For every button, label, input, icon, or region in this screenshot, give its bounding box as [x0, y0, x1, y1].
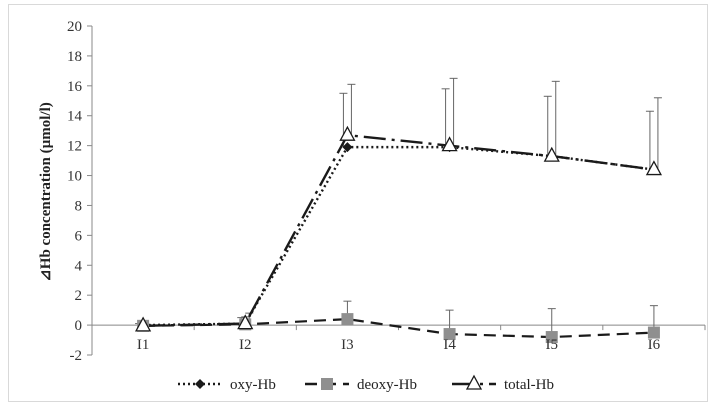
- y-tick-label: 10: [67, 169, 82, 185]
- legend: oxy-Hb deoxy-Hb total-Hb: [178, 374, 554, 393]
- x-tick-label: I4: [443, 337, 456, 353]
- tick-labels: -2 0 2 4 6 8 10 12 14 16 18 20 I1 I2 I3 I4 I5 I6: [67, 19, 661, 364]
- series-line-total-Hb: [143, 133, 655, 328]
- data-point-total-Hb: [134, 316, 152, 332]
- data-point-total-Hb: [645, 160, 663, 176]
- y-tick-label: 14: [67, 109, 83, 125]
- legend-marker-total-Hb: [465, 374, 483, 390]
- legend-label: deoxy-Hb: [357, 377, 417, 393]
- y-tick-label: 8: [75, 198, 83, 214]
- x-tick-label: I5: [546, 337, 559, 353]
- y-tick-label: 6: [75, 228, 83, 244]
- error-bars: [135, 77, 662, 338]
- x-tick-label: I1: [137, 337, 150, 353]
- x-tick-label: I2: [239, 337, 252, 353]
- y-tick-label: 16: [67, 79, 83, 95]
- data-point-deoxy-Hb: [647, 326, 660, 339]
- data-point-deoxy-Hb: [341, 313, 354, 326]
- series-line-oxy-Hb: [143, 145, 655, 327]
- y-tick-label: 4: [75, 258, 83, 274]
- y-tick-label: 12: [67, 139, 82, 155]
- x-tick-label: I3: [341, 337, 354, 353]
- legend-label: total-Hb: [504, 377, 554, 393]
- data-point-total-Hb: [339, 125, 356, 141]
- data-point-deoxy-Hb: [443, 328, 456, 341]
- y-tick-label: 18: [67, 49, 82, 65]
- series-markers: [134, 125, 663, 344]
- series-lines: [143, 133, 655, 339]
- chart-frame: [8, 4, 708, 402]
- data-point-oxy-Hb: [342, 142, 353, 153]
- y-tick-label: 0: [75, 318, 83, 334]
- legend-label: oxy-Hb: [230, 377, 276, 393]
- data-point-total-Hb: [543, 146, 560, 162]
- data-point-deoxy-Hb: [545, 331, 558, 344]
- data-point-total-Hb: [237, 314, 254, 330]
- y-tick-label: 20: [67, 19, 82, 35]
- y-tick-label: -2: [70, 348, 83, 364]
- x-tick-label: I6: [648, 337, 661, 353]
- y-axis-label: ⊿Hb concentration (µmol/l): [38, 102, 54, 282]
- legend-marker-oxy-Hb: [195, 379, 205, 389]
- legend-marker-deoxy-Hb: [321, 378, 333, 390]
- data-point-total-Hb: [441, 136, 458, 152]
- axes: [87, 25, 706, 356]
- y-tick-label: 2: [75, 288, 83, 304]
